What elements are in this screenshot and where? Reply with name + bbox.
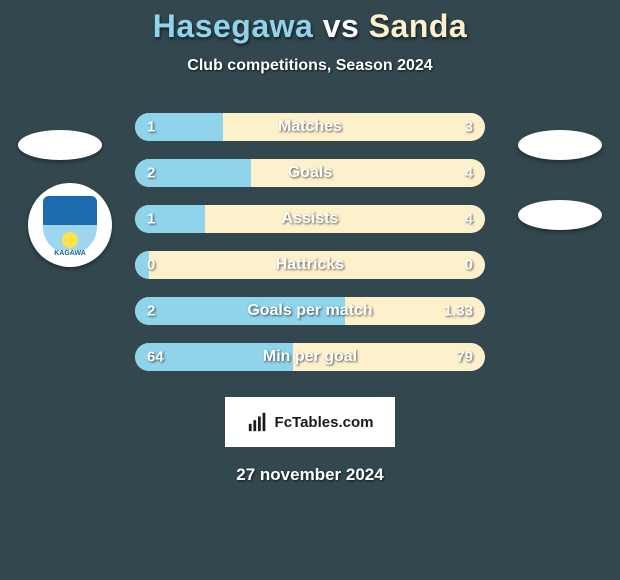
stat-value-left: 2 [147, 303, 155, 320]
stat-value-right: 0 [465, 257, 473, 274]
stat-bar: 21.33Goals per match [135, 297, 485, 325]
logo-text: FcTables.com [275, 414, 374, 431]
stat-value-left: 2 [147, 165, 155, 182]
chart-bars-icon [247, 411, 269, 433]
stat-bar: 0 0Hattricks [135, 251, 485, 279]
stat-bar-fill [135, 297, 345, 325]
stat-value-left: 64 [147, 349, 164, 366]
comparison-card: Hasegawa vs Sanda Club competitions, Sea… [0, 0, 620, 580]
page-title: Hasegawa vs Sanda [0, 8, 620, 45]
title-right: Sanda [369, 8, 468, 44]
stat-label: Hattricks [135, 256, 485, 274]
subtitle: Club competitions, Season 2024 [0, 57, 620, 75]
stat-value-right: 4 [465, 211, 473, 228]
stat-value-right: 79 [456, 349, 473, 366]
stat-bar: 24Goals [135, 159, 485, 187]
title-left: Hasegawa [153, 8, 314, 44]
stat-bars: 13Matches24Goals14Assists00Hattricks21.3… [135, 113, 485, 371]
content-area: KAGAWA 13Matches24Goals14Assists00Hattri… [0, 113, 620, 485]
source-logo: FcTables.com [225, 397, 395, 447]
stat-value-left: 1 [147, 119, 155, 136]
date-label: 27 november 2024 [0, 465, 620, 485]
stat-bar: 14Assists [135, 205, 485, 233]
stat-value-left: 0 [147, 257, 155, 274]
sun-icon [62, 232, 78, 248]
stat-bar-fill [135, 205, 205, 233]
stat-value-right: 4 [465, 165, 473, 182]
stat-value-left: 1 [147, 211, 155, 228]
left-ellipse-top [18, 103, 102, 187]
stat-value-right: 3 [465, 119, 473, 136]
left-team-badge: KAGAWA [28, 183, 112, 267]
title-vs: vs [323, 8, 360, 44]
crest-ribbon: KAGAWA [50, 250, 90, 257]
shield-icon [43, 196, 97, 254]
stat-bar: 13Matches [135, 113, 485, 141]
right-ellipse-bottom [518, 173, 602, 257]
stat-value-right: 1.33 [444, 303, 473, 320]
stat-bar: 6479Min per goal [135, 343, 485, 371]
team-crest-icon: KAGAWA [36, 191, 104, 259]
